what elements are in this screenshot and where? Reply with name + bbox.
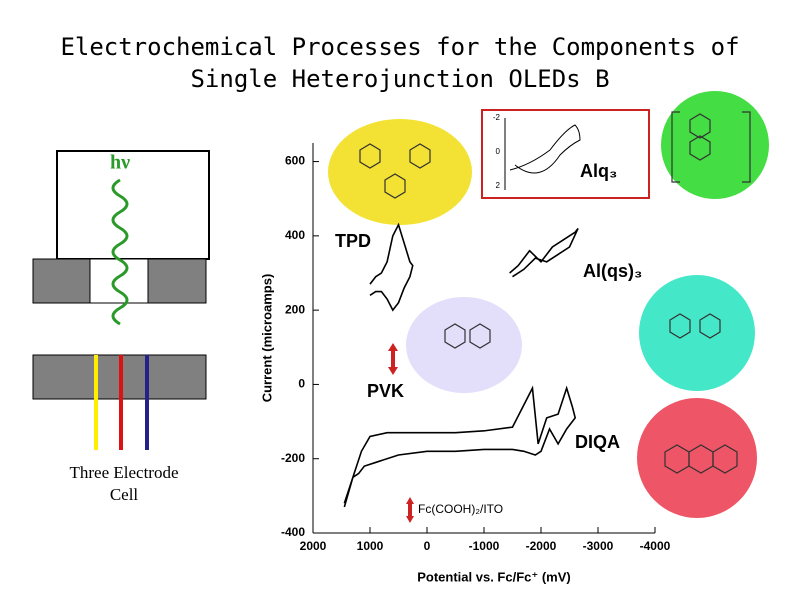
series-label: Al(qs)₃ bbox=[583, 261, 642, 281]
cell-diagram: hν Three Electrode Cell bbox=[32, 150, 210, 504]
cv-curve bbox=[509, 227, 579, 278]
x-axis-label: Potential vs. Fc/Fc⁺ (mV) bbox=[417, 569, 571, 584]
series-label: DIQA bbox=[575, 432, 620, 452]
annotation: Alq₃ bbox=[580, 161, 617, 181]
y-tick-label: 400 bbox=[285, 228, 305, 242]
molecule-alq3 bbox=[661, 91, 769, 199]
molecule-tpd bbox=[328, 119, 472, 225]
series-label: TPD bbox=[335, 231, 371, 251]
inset-tick-label: -2 bbox=[493, 113, 501, 122]
cv-curve bbox=[343, 385, 577, 508]
y-tick-label: 0 bbox=[298, 377, 305, 391]
x-tick-label: -1000 bbox=[469, 539, 500, 553]
x-tick-label: -3000 bbox=[583, 539, 614, 553]
caption: Cell bbox=[110, 485, 139, 504]
structures bbox=[359, 111, 751, 474]
x-tick-label: -2000 bbox=[526, 539, 557, 553]
h-nu: hν bbox=[110, 152, 130, 174]
light-wave bbox=[111, 178, 129, 326]
y-tick-label: 200 bbox=[285, 302, 305, 316]
molecule-diqa bbox=[637, 398, 757, 518]
inset-tick-label: 0 bbox=[496, 147, 501, 156]
x-tick-label: 1000 bbox=[357, 539, 384, 553]
lamp-box bbox=[56, 150, 210, 260]
cv-curve bbox=[369, 222, 414, 312]
y-tick-label: -400 bbox=[281, 525, 305, 539]
molecule-pvk bbox=[406, 297, 522, 393]
x-tick-label: -4000 bbox=[640, 539, 671, 553]
y-axis-label: Current (microamps) bbox=[259, 274, 274, 403]
window bbox=[89, 258, 149, 304]
annotation: Fc(COOH)₂/ITO bbox=[418, 502, 503, 516]
y-tick-label: 600 bbox=[285, 154, 305, 168]
title-line: Electrochemical Processes for the Compon… bbox=[60, 33, 739, 61]
caption: Three Electrode bbox=[69, 463, 178, 482]
x-tick-label: 2000 bbox=[300, 539, 327, 553]
title-line: Single Heterojunction OLEDs B bbox=[190, 65, 609, 93]
molecule-alqs3 bbox=[639, 275, 755, 391]
inset-box bbox=[481, 109, 650, 199]
inset-tick-label: 2 bbox=[496, 181, 501, 190]
y-tick-label: -200 bbox=[281, 451, 305, 465]
annotation: PVK bbox=[367, 381, 404, 401]
arrows bbox=[388, 343, 414, 523]
x-tick-label: 0 bbox=[424, 539, 431, 553]
inset-curve bbox=[509, 124, 581, 174]
